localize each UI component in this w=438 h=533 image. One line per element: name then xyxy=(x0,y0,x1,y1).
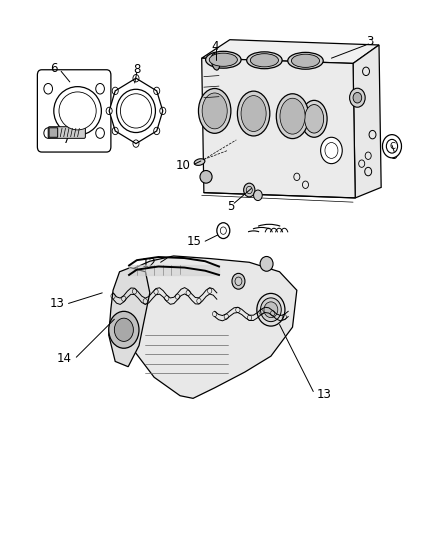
Circle shape xyxy=(321,138,342,164)
Ellipse shape xyxy=(205,51,241,68)
Ellipse shape xyxy=(202,93,227,129)
Circle shape xyxy=(114,318,134,342)
Ellipse shape xyxy=(291,54,320,67)
Text: 6: 6 xyxy=(50,62,58,75)
Text: 13: 13 xyxy=(316,387,331,401)
Circle shape xyxy=(382,135,402,158)
Ellipse shape xyxy=(198,88,231,133)
Text: 5: 5 xyxy=(227,200,235,213)
Ellipse shape xyxy=(304,104,324,133)
Ellipse shape xyxy=(117,90,155,133)
Text: 14: 14 xyxy=(57,352,72,365)
Circle shape xyxy=(109,311,139,348)
Text: 12: 12 xyxy=(142,257,157,270)
Polygon shape xyxy=(202,39,379,63)
Ellipse shape xyxy=(120,94,152,128)
Text: 10: 10 xyxy=(176,159,191,172)
Ellipse shape xyxy=(261,298,281,321)
Text: 4: 4 xyxy=(212,39,219,53)
Ellipse shape xyxy=(260,256,273,271)
Circle shape xyxy=(350,88,365,107)
Circle shape xyxy=(325,142,338,158)
Polygon shape xyxy=(353,45,381,198)
Ellipse shape xyxy=(264,302,278,318)
Polygon shape xyxy=(109,268,150,367)
Ellipse shape xyxy=(237,91,270,136)
Circle shape xyxy=(217,223,230,239)
Text: 15: 15 xyxy=(187,235,202,248)
FancyBboxPatch shape xyxy=(49,128,58,138)
Ellipse shape xyxy=(241,95,266,132)
Text: 13: 13 xyxy=(49,297,64,310)
Ellipse shape xyxy=(194,159,205,165)
Circle shape xyxy=(244,183,255,197)
Ellipse shape xyxy=(251,54,279,67)
Ellipse shape xyxy=(209,53,237,66)
Text: 9: 9 xyxy=(390,149,398,162)
Text: 7: 7 xyxy=(63,133,71,147)
Ellipse shape xyxy=(247,52,282,69)
Ellipse shape xyxy=(54,87,101,135)
Ellipse shape xyxy=(212,54,220,70)
Text: C: C xyxy=(389,142,395,151)
Text: 8: 8 xyxy=(133,63,141,76)
Polygon shape xyxy=(109,78,163,143)
Ellipse shape xyxy=(276,94,309,139)
Text: 3: 3 xyxy=(366,35,373,49)
FancyBboxPatch shape xyxy=(37,70,111,152)
Circle shape xyxy=(254,190,262,200)
Polygon shape xyxy=(202,58,355,198)
Polygon shape xyxy=(117,256,297,398)
Circle shape xyxy=(386,140,398,153)
Ellipse shape xyxy=(200,171,212,183)
Circle shape xyxy=(353,92,362,103)
Ellipse shape xyxy=(257,293,285,326)
Ellipse shape xyxy=(59,92,96,130)
Circle shape xyxy=(232,273,245,289)
Ellipse shape xyxy=(288,52,323,69)
FancyBboxPatch shape xyxy=(48,127,85,139)
Ellipse shape xyxy=(301,100,327,138)
Ellipse shape xyxy=(280,98,305,134)
